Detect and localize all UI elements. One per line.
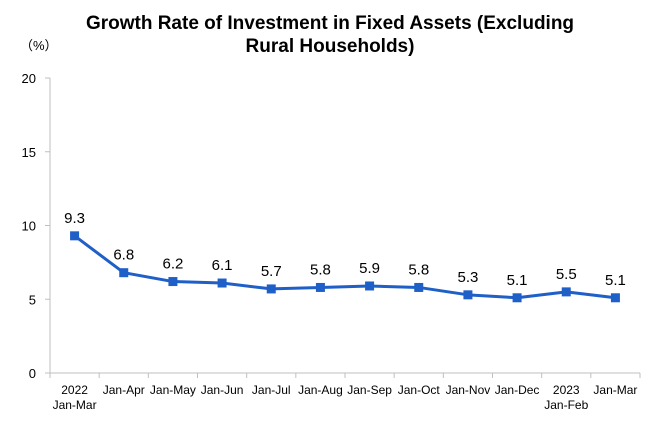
data-label: 5.1 <box>507 272 528 289</box>
y-tick-label: 5 <box>29 292 36 307</box>
x-category-label-line: Jan-Feb <box>544 398 588 412</box>
data-label: 5.8 <box>408 261 429 278</box>
x-category-label: Jan-Nov <box>446 383 491 397</box>
x-category-label-line: Jan-Nov <box>446 383 491 397</box>
x-category-label: Jan-Dec <box>495 383 540 397</box>
x-category-label-line: Jan-Apr <box>103 383 145 397</box>
data-point-marker <box>610 293 620 303</box>
x-category-label-line: 2022 <box>61 383 88 397</box>
data-label: 6.8 <box>113 247 134 264</box>
chart-title-line-2: Rural Households) <box>245 36 415 57</box>
x-category-label: 2022 Jan-Mar <box>53 383 97 412</box>
series-line <box>70 231 620 303</box>
data-point-marker <box>365 281 375 291</box>
chart-title: Growth Rate of Investment in Fixed Asset… <box>0 12 660 58</box>
x-category-label: Jan-Oct <box>398 383 441 397</box>
data-label: 5.1 <box>605 272 626 289</box>
x-category-label: Jan-Mar <box>593 383 637 397</box>
x-category-label: Jan-Sep <box>347 383 392 397</box>
x-category-label-line: Jan-Sep <box>347 383 392 397</box>
series-line-path <box>73 234 616 300</box>
x-category-label-line: Jan-Oct <box>398 383 441 397</box>
chart-title-line-1: Growth Rate of Investment in Fixed Asset… <box>85 13 575 34</box>
x-category-label-line: Jan-Jul <box>252 383 291 397</box>
data-point-marker <box>561 287 571 297</box>
x-category-label: Jan-Aug <box>298 383 343 397</box>
y-tick-label: 20 <box>22 71 36 86</box>
data-point-marker <box>315 282 325 292</box>
data-point-marker <box>463 290 473 300</box>
data-point-marker <box>168 277 178 287</box>
x-category-label: Jan-Jun <box>201 383 244 397</box>
data-point-marker <box>119 268 129 278</box>
data-label: 5.9 <box>359 260 380 277</box>
x-category-label-line: Jan-Mar <box>593 383 637 397</box>
x-category-label-line: Jan-May <box>150 383 196 397</box>
y-tick-label: 0 <box>29 366 36 381</box>
x-category-label-line: Jan-Mar <box>53 398 97 412</box>
y-axis-unit-label: （%） <box>20 38 58 53</box>
data-label: 6.2 <box>162 256 183 273</box>
data-label: 5.7 <box>261 263 282 280</box>
data-point-marker <box>217 278 227 288</box>
y-tick-label: 10 <box>22 219 36 234</box>
x-category-label-line: Jan-Jun <box>201 383 244 397</box>
x-category-label: Jan-Jul <box>252 383 291 397</box>
data-point-marker <box>70 231 80 241</box>
data-label: 5.5 <box>556 266 577 283</box>
x-category-label-line: Jan-Dec <box>495 383 540 397</box>
data-point-marker <box>414 282 424 292</box>
x-category-label-line: Jan-Aug <box>298 383 343 397</box>
x-category-label-line: 2023 <box>553 383 580 397</box>
data-point-marker <box>512 293 522 303</box>
data-labels: 9.3 6.8 6.2 6.1 5.7 5.8 5.9 5.8 5.3 5.1 5.5 5.1 <box>64 210 626 289</box>
x-category-label: 2023 Jan-Feb <box>544 383 588 412</box>
x-category-label: Jan-May <box>150 383 196 397</box>
data-label: 6.1 <box>212 257 233 274</box>
data-label: 5.8 <box>310 261 331 278</box>
data-label: 9.3 <box>64 210 85 227</box>
data-label: 5.3 <box>457 269 478 286</box>
data-point-marker <box>266 284 276 294</box>
x-category-label: Jan-Apr <box>103 383 145 397</box>
y-tick-label: 15 <box>22 145 36 160</box>
